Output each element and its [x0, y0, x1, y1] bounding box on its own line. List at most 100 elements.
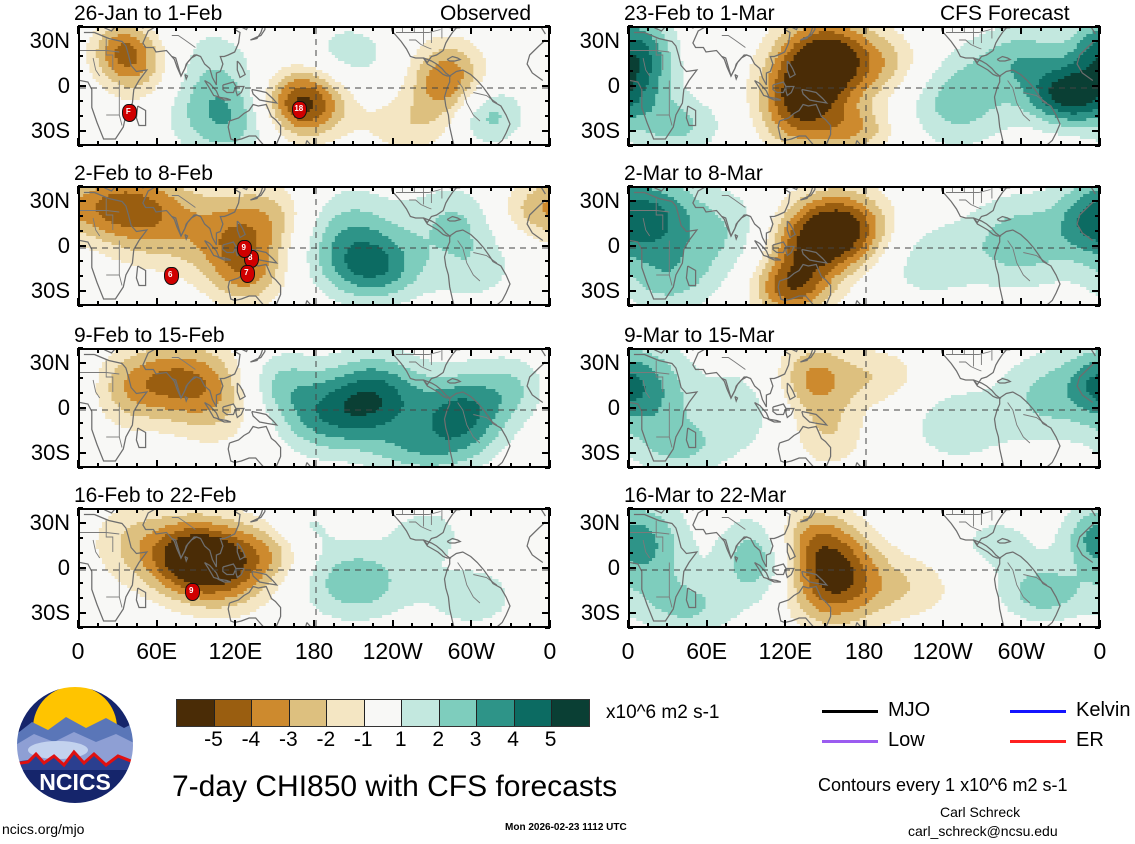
axis-tick [784, 508, 787, 516]
axis-tick [78, 200, 86, 202]
author-email[interactable]: carl_schreck@ncsu.edu [908, 823, 1058, 839]
axis-tick [254, 301, 256, 306]
panel-title-1: 2-Feb to 8-Feb [74, 162, 213, 185]
axis-tick [195, 508, 197, 513]
panel-title-0: 26-Jan to 1-Feb [74, 2, 223, 25]
axis-tick [155, 186, 158, 194]
axis-tick [1095, 582, 1100, 584]
axis-tick [195, 463, 197, 468]
y-tick-label: 30S [580, 600, 620, 625]
axis-tick [352, 301, 355, 306]
axis-tick [1092, 612, 1100, 614]
axis-tick [1092, 200, 1100, 202]
storm-marker: 9 [237, 239, 253, 258]
axis-tick [78, 245, 86, 247]
axis-tick [1095, 597, 1100, 599]
axis-tick [686, 141, 688, 146]
axis-tick [705, 508, 708, 516]
axis-tick [745, 301, 747, 306]
colorbar-tick-label: 4 [507, 728, 519, 751]
ncics-logo[interactable]: NCICS [14, 684, 136, 811]
axis-tick [450, 301, 453, 306]
x-tick-label: 0 [71, 638, 85, 664]
axis-tick [214, 301, 217, 306]
axis-tick [1079, 301, 1082, 306]
storm-marker: 7 [239, 265, 255, 283]
axis-tick [545, 305, 550, 307]
axis-tick [78, 260, 83, 262]
storm-marker-shape [237, 239, 253, 258]
axis-tick [1092, 362, 1100, 364]
axis-tick [77, 348, 79, 356]
axis-tick [234, 620, 237, 628]
axis-tick [1092, 407, 1100, 409]
axis-tick [686, 623, 688, 628]
axis-tick [470, 298, 473, 306]
y-tick-label: 30S [30, 278, 70, 303]
colorbar-segment-9 [513, 700, 552, 726]
axis-tick [175, 26, 178, 31]
colorbar-units: x10^6 m2 s-1 [606, 702, 720, 723]
axis-tick [313, 620, 315, 628]
axis-tick [234, 26, 237, 34]
column-header-cfs-forecast: CFS Forecast [940, 2, 1070, 25]
axis-tick [804, 508, 806, 513]
storm-marker-label: 7 [244, 268, 249, 277]
axis-tick [843, 186, 846, 191]
axis-tick [628, 507, 633, 509]
axis-tick [1040, 26, 1042, 31]
axis-tick [195, 348, 197, 353]
axis-tick [1079, 348, 1082, 353]
axis-tick [470, 186, 473, 194]
axis-tick [666, 463, 669, 468]
axis-tick [1098, 298, 1101, 306]
axis-tick [922, 186, 924, 191]
axis-tick [823, 26, 826, 31]
axis-tick [234, 138, 237, 146]
axis-tick [78, 452, 86, 454]
axis-tick [628, 627, 633, 629]
colorbar-tick-label: 3 [469, 728, 482, 751]
axis-tick [548, 348, 551, 356]
x-tick-label: 60E [136, 638, 178, 664]
storm-marker-label: 18 [294, 103, 304, 113]
axis-tick [1079, 186, 1082, 191]
axis-tick [941, 138, 944, 146]
axis-tick [764, 186, 767, 191]
axis-tick [1095, 507, 1100, 509]
axis-tick [843, 348, 846, 353]
site-url[interactable]: ncics.org/mjo [2, 821, 85, 837]
axis-tick [529, 348, 532, 353]
axis-tick [96, 623, 99, 628]
axis-tick [372, 508, 374, 513]
axis-tick [96, 26, 99, 31]
axis-tick [628, 145, 633, 147]
axis-tick [1095, 437, 1100, 439]
axis-tick [175, 508, 178, 513]
axis-tick [545, 100, 550, 102]
axis-tick [902, 348, 905, 353]
axis-tick [628, 537, 633, 539]
axis-tick [509, 301, 512, 306]
axis-tick [1095, 25, 1100, 27]
axis-tick [391, 348, 394, 356]
axis-tick [431, 623, 433, 628]
axis-tick [725, 26, 728, 31]
axis-tick [628, 582, 633, 584]
axis-tick [1098, 508, 1101, 516]
axis-tick [545, 437, 550, 439]
axis-tick [155, 620, 158, 628]
axis-tick [628, 100, 633, 102]
axis-tick [1092, 130, 1100, 132]
x-tick-label: 120E [758, 638, 813, 664]
axis-tick [922, 26, 924, 31]
axis-tick [686, 26, 688, 31]
axis-tick [745, 623, 747, 628]
axis-tick [545, 260, 550, 262]
axis-tick [882, 26, 885, 31]
legend-line-er [1010, 740, 1066, 743]
axis-tick [764, 508, 767, 513]
axis-tick [214, 348, 217, 353]
colorbar-segment-1 [213, 700, 252, 726]
axis-tick [78, 537, 83, 539]
